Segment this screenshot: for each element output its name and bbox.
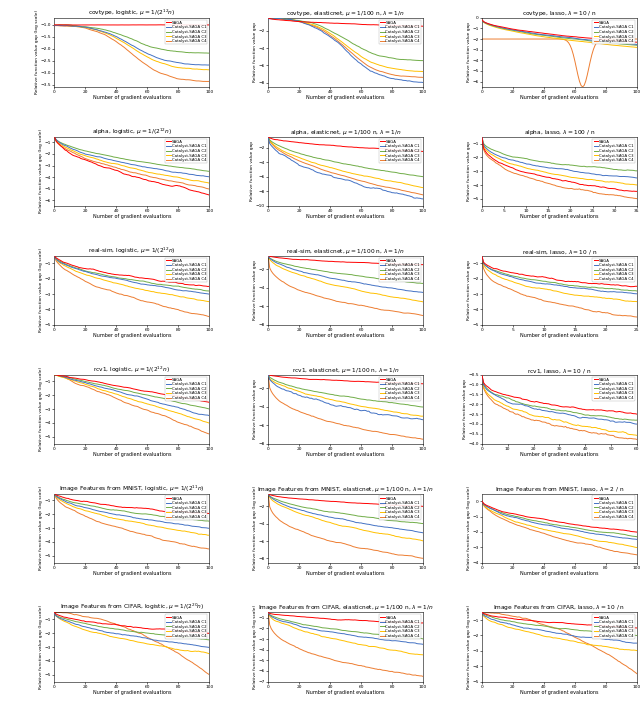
Legend: SAGA, Catalyst-SAGA C1, Catalyst-SAGA C2, Catalyst-SAGA C3, Catalyst-SAGA C4: SAGA, Catalyst-SAGA C1, Catalyst-SAGA C2… — [165, 20, 207, 44]
Legend: SAGA, Catalyst-SAGA C1, Catalyst-SAGA C2, Catalyst-SAGA C3, Catalyst-SAGA C4: SAGA, Catalyst-SAGA C1, Catalyst-SAGA C2… — [379, 20, 421, 44]
X-axis label: Number of gradient evaluations: Number of gradient evaluations — [93, 214, 171, 219]
Title: alpha, elasticnet, $\mu=1/100$ n, $\lambda=1/n$: alpha, elasticnet, $\mu=1/100$ n, $\lamb… — [290, 128, 401, 137]
Legend: SAGA, Catalyst-SAGA C1, Catalyst-SAGA C2, Catalyst-SAGA C3, Catalyst-SAGA C4: SAGA, Catalyst-SAGA C1, Catalyst-SAGA C2… — [379, 376, 421, 401]
Legend: SAGA, Catalyst-SAGA C1, Catalyst-SAGA C2, Catalyst-SAGA C3, Catalyst-SAGA C4: SAGA, Catalyst-SAGA C1, Catalyst-SAGA C2… — [593, 614, 635, 639]
Legend: SAGA, Catalyst-SAGA C1, Catalyst-SAGA C2, Catalyst-SAGA C3, Catalyst-SAGA C4: SAGA, Catalyst-SAGA C1, Catalyst-SAGA C2… — [165, 496, 207, 520]
Title: Image Features from CIFAR, elasticnet, $\mu=1/100$ n, $\lambda=1/n$: Image Features from CIFAR, elasticnet, $… — [258, 604, 433, 613]
Title: real-sim, elasticnet, $\mu=1/100$ n, $\lambda=1/n$: real-sim, elasticnet, $\mu=1/100$ n, $\l… — [286, 246, 405, 256]
Y-axis label: Relative function value gap: Relative function value gap — [253, 379, 257, 439]
Title: rcv1, lasso, $\lambda=10$ / n: rcv1, lasso, $\lambda=10$ / n — [527, 366, 591, 375]
Legend: SAGA, Catalyst-SAGA C1, Catalyst-SAGA C2, Catalyst-SAGA C3, Catalyst-SAGA C4: SAGA, Catalyst-SAGA C1, Catalyst-SAGA C2… — [165, 138, 207, 163]
Legend: SAGA, Catalyst-SAGA C1, Catalyst-SAGA C2, Catalyst-SAGA C3, Catalyst-SAGA C4: SAGA, Catalyst-SAGA C1, Catalyst-SAGA C2… — [593, 496, 635, 520]
X-axis label: Number of gradient evaluations: Number of gradient evaluations — [307, 334, 385, 339]
X-axis label: Number of gradient evaluations: Number of gradient evaluations — [520, 690, 598, 695]
Title: Image Features from CIFAR, logistic, $\mu=1/(2^{20}n)$: Image Features from CIFAR, logistic, $\m… — [60, 602, 204, 613]
Title: Image Features from CIFAR, lasso, $\lambda=10$ / n: Image Features from CIFAR, lasso, $\lamb… — [493, 604, 625, 613]
Y-axis label: Relative function value gap (log scale): Relative function value gap (log scale) — [39, 486, 44, 570]
Y-axis label: Relative function value gap (log scale): Relative function value gap (log scale) — [467, 605, 471, 689]
Legend: SAGA, Catalyst-SAGA C1, Catalyst-SAGA C2, Catalyst-SAGA C3, Catalyst-SAGA C4: SAGA, Catalyst-SAGA C1, Catalyst-SAGA C2… — [593, 138, 635, 163]
Legend: SAGA, Catalyst-SAGA C1, Catalyst-SAGA C2, Catalyst-SAGA C3, Catalyst-SAGA C4: SAGA, Catalyst-SAGA C1, Catalyst-SAGA C2… — [165, 376, 207, 401]
X-axis label: Number of gradient evaluations: Number of gradient evaluations — [307, 690, 385, 695]
Title: covtype, lasso, $\lambda=10$ / n: covtype, lasso, $\lambda=10$ / n — [522, 9, 597, 18]
Legend: SAGA, Catalyst-SAGA C1, Catalyst-SAGA C2, Catalyst-SAGA C3, Catalyst-SAGA C4: SAGA, Catalyst-SAGA C1, Catalyst-SAGA C2… — [379, 614, 421, 639]
Legend: SAGA, Catalyst-SAGA C1, Catalyst-SAGA C2, Catalyst-SAGA C3, Catalyst-SAGA C4: SAGA, Catalyst-SAGA C1, Catalyst-SAGA C2… — [165, 258, 207, 283]
Legend: SAGA, Catalyst-SAGA C1, Catalyst-SAGA C2, Catalyst-SAGA C3, Catalyst-SAGA C4: SAGA, Catalyst-SAGA C1, Catalyst-SAGA C2… — [165, 614, 207, 639]
Legend: SAGA, Catalyst-SAGA C1, Catalyst-SAGA C2, Catalyst-SAGA C3, Catalyst-SAGA C4: SAGA, Catalyst-SAGA C1, Catalyst-SAGA C2… — [379, 496, 421, 520]
Legend: SAGA, Catalyst-SAGA C1, Catalyst-SAGA C2, Catalyst-SAGA C3, Catalyst-SAGA C4: SAGA, Catalyst-SAGA C1, Catalyst-SAGA C2… — [593, 376, 635, 401]
Legend: SAGA, Catalyst-SAGA C1, Catalyst-SAGA C2, Catalyst-SAGA C3, Catalyst-SAGA C4: SAGA, Catalyst-SAGA C1, Catalyst-SAGA C2… — [379, 138, 421, 163]
Title: Image Features from MNIST, elasticnet, $\mu=1/100$ n, $\lambda=1/n$: Image Features from MNIST, elasticnet, $… — [257, 484, 434, 493]
Y-axis label: Relative function value gap (log scale): Relative function value gap (log scale) — [39, 605, 44, 689]
Y-axis label: Relative function value gap: Relative function value gap — [467, 141, 471, 201]
X-axis label: Number of gradient evaluations: Number of gradient evaluations — [307, 214, 385, 219]
Title: rcv1, elasticnet, $\mu=1/100$ n, $\lambda=1/n$: rcv1, elasticnet, $\mu=1/100$ n, $\lambd… — [292, 366, 399, 375]
X-axis label: Number of gradient evaluations: Number of gradient evaluations — [93, 452, 171, 457]
Y-axis label: Relative function value gap (log scale): Relative function value gap (log scale) — [467, 486, 471, 570]
Y-axis label: Relative function value gap (log scale): Relative function value gap (log scale) — [39, 129, 44, 213]
Title: alpha, lasso, $\lambda=100$ / n: alpha, lasso, $\lambda=100$ / n — [524, 128, 595, 137]
Title: covtype, elasticnet, $\mu=1/100$ n, $\lambda=1/n$: covtype, elasticnet, $\mu=1/100$ n, $\la… — [286, 9, 405, 18]
Y-axis label: Relative function value gap: Relative function value gap — [463, 379, 467, 439]
Legend: SAGA, Catalyst-SAGA C1, Catalyst-SAGA C2, Catalyst-SAGA C3, Catalyst-SAGA C4: SAGA, Catalyst-SAGA C1, Catalyst-SAGA C2… — [593, 20, 635, 44]
X-axis label: Number of gradient evaluations: Number of gradient evaluations — [307, 572, 385, 577]
X-axis label: Number of gradient evaluations: Number of gradient evaluations — [520, 95, 598, 101]
X-axis label: Number of gradient evaluations: Number of gradient evaluations — [520, 214, 598, 219]
Y-axis label: Relative function value gap (log scale): Relative function value gap (log scale) — [39, 248, 44, 332]
Y-axis label: Relative function value gap (log scale): Relative function value gap (log scale) — [253, 605, 257, 689]
X-axis label: Number of gradient evaluations: Number of gradient evaluations — [520, 334, 598, 339]
Y-axis label: Relative function value gap: Relative function value gap — [253, 260, 257, 320]
Legend: SAGA, Catalyst-SAGA C1, Catalyst-SAGA C2, Catalyst-SAGA C3, Catalyst-SAGA C4: SAGA, Catalyst-SAGA C1, Catalyst-SAGA C2… — [593, 258, 635, 283]
Y-axis label: Relative function value gap: Relative function value gap — [250, 141, 255, 201]
X-axis label: Number of gradient evaluations: Number of gradient evaluations — [93, 334, 171, 339]
Y-axis label: Relative function value gap: Relative function value gap — [253, 22, 257, 82]
Y-axis label: Relative function value gap (log scale): Relative function value gap (log scale) — [39, 367, 44, 452]
Legend: SAGA, Catalyst-SAGA C1, Catalyst-SAGA C2, Catalyst-SAGA C3, Catalyst-SAGA C4: SAGA, Catalyst-SAGA C1, Catalyst-SAGA C2… — [379, 258, 421, 283]
Y-axis label: Relative function value gap: Relative function value gap — [467, 260, 471, 320]
Title: Image Features from MNIST, lasso, $\lambda=2$ / n: Image Features from MNIST, lasso, $\lamb… — [495, 484, 624, 493]
Y-axis label: Relative function value gap (log scale): Relative function value gap (log scale) — [35, 10, 39, 94]
Y-axis label: Relative function value gap (log scale): Relative function value gap (log scale) — [253, 486, 257, 570]
Title: real-sim, lasso, $\lambda=10$ / n: real-sim, lasso, $\lambda=10$ / n — [522, 248, 597, 256]
X-axis label: Number of gradient evaluations: Number of gradient evaluations — [93, 690, 171, 695]
X-axis label: Number of gradient evaluations: Number of gradient evaluations — [307, 452, 385, 457]
X-axis label: Number of gradient evaluations: Number of gradient evaluations — [93, 572, 171, 577]
Y-axis label: Relative function value gap: Relative function value gap — [467, 22, 471, 82]
X-axis label: Number of gradient evaluations: Number of gradient evaluations — [93, 95, 171, 101]
Title: Image Features from MNIST, logistic, $\mu=1/(2^{11}n)$: Image Features from MNIST, logistic, $\m… — [59, 484, 205, 493]
Title: real-sim, logistic, $\mu=1/(2^{12}n)$: real-sim, logistic, $\mu=1/(2^{12}n)$ — [88, 246, 176, 256]
X-axis label: Number of gradient evaluations: Number of gradient evaluations — [520, 452, 598, 457]
X-axis label: Number of gradient evaluations: Number of gradient evaluations — [520, 572, 598, 577]
Title: rcv1, logistic, $\mu=1/(2^{12}n)$: rcv1, logistic, $\mu=1/(2^{12}n)$ — [93, 364, 170, 375]
Title: alpha, logistic, $\mu=1/(2^{12}n)$: alpha, logistic, $\mu=1/(2^{12}n)$ — [92, 126, 172, 137]
X-axis label: Number of gradient evaluations: Number of gradient evaluations — [307, 95, 385, 101]
Title: covtype, logistic, $\mu=1/(2^{12}n)$: covtype, logistic, $\mu=1/(2^{12}n)$ — [88, 7, 175, 18]
